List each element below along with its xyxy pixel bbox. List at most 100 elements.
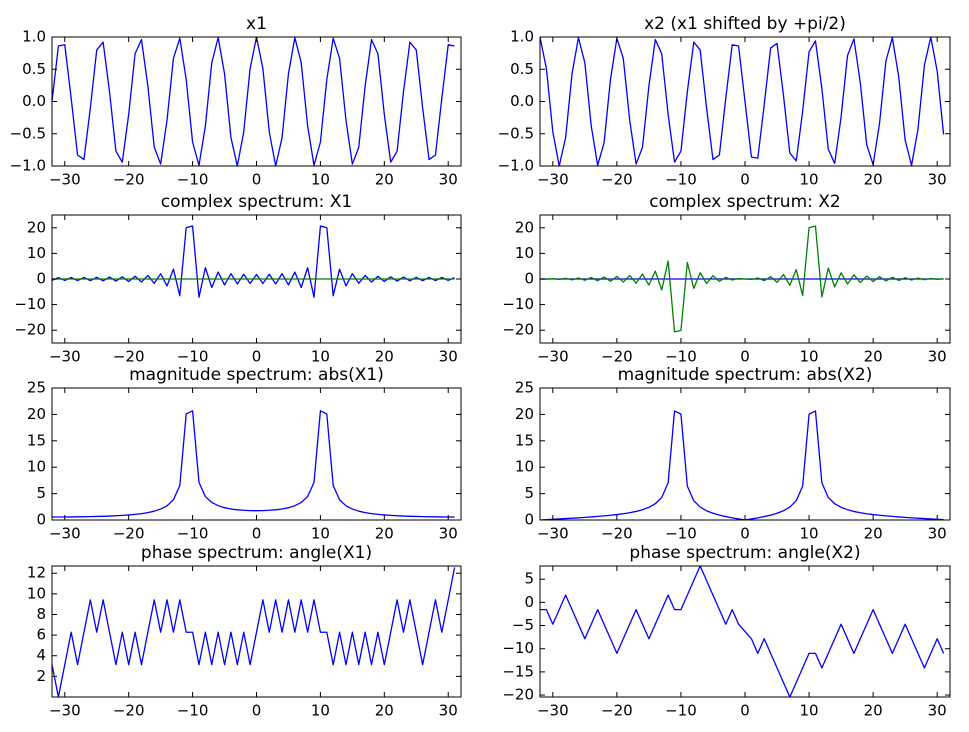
y-tick-label: 15	[27, 431, 46, 449]
x-tick-label: 30	[928, 171, 947, 189]
x-tick-label: 20	[375, 702, 394, 720]
chart-title: complex spectrum: X1	[161, 192, 352, 212]
x-tick-label: −10	[177, 525, 209, 543]
y-tick-label: 20	[27, 405, 46, 423]
data-line	[540, 410, 944, 520]
plot-area	[540, 37, 945, 166]
x-tick-label: 20	[864, 525, 883, 543]
x-tick-label: 0	[252, 525, 262, 543]
data-line	[52, 567, 456, 697]
y-tick-label: 0	[524, 593, 534, 611]
y-tick-label: 1.0	[22, 28, 46, 46]
x-tick-label: 20	[864, 702, 883, 720]
y-tick-label: 1.0	[510, 28, 534, 46]
data-line	[540, 37, 945, 166]
x-tick-label: 0	[740, 171, 750, 189]
data-line	[540, 225, 944, 333]
x-tick-label: 10	[800, 525, 819, 543]
plot-area	[52, 567, 456, 697]
x-tick-label: 30	[928, 525, 947, 543]
x-tick-label: −20	[113, 525, 145, 543]
x-tick-label: −20	[601, 171, 633, 189]
y-tick-label: −1.0	[498, 157, 534, 175]
chart-title: phase spectrum: angle(X1)	[141, 543, 372, 563]
y-tick-label: −20	[502, 686, 534, 704]
y-tick-label: 5	[524, 570, 534, 588]
plot-area	[540, 566, 945, 697]
y-tick-label: 10	[27, 458, 46, 476]
chart-title: magnitude spectrum: abs(X1)	[129, 365, 384, 385]
x-tick-label: 0	[740, 525, 750, 543]
x-tick-label: −30	[537, 348, 569, 366]
x-tick-label: −30	[49, 525, 81, 543]
y-tick-label: −20	[502, 321, 534, 339]
y-tick-label: 8	[36, 605, 46, 623]
plot-area	[540, 410, 944, 520]
x-tick-label: 0	[740, 702, 750, 720]
x-tick-label: −20	[601, 702, 633, 720]
plot-area	[52, 225, 455, 298]
data-line	[540, 566, 945, 697]
x-tick-label: 0	[252, 348, 262, 366]
y-tick-label: 20	[515, 218, 534, 236]
y-tick-label: −0.5	[498, 124, 534, 142]
y-tick-label: 12	[27, 564, 46, 582]
x-tick-label: 20	[375, 348, 394, 366]
x-tick-label: 20	[375, 171, 394, 189]
x-tick-label: 20	[864, 348, 883, 366]
data-line	[52, 410, 455, 518]
x-tick-label: −10	[665, 348, 697, 366]
y-tick-label: −0.5	[10, 124, 46, 142]
y-tick-label: −10	[14, 295, 46, 313]
x-tick-label: 20	[375, 525, 394, 543]
x-tick-label: 10	[800, 171, 819, 189]
chart-title: phase spectrum: angle(X2)	[629, 543, 860, 563]
y-tick-label: −15	[502, 662, 534, 680]
x-tick-label: 30	[928, 702, 947, 720]
y-tick-label: −5	[512, 616, 534, 634]
y-tick-label: 0.0	[510, 92, 534, 110]
x-tick-label: 30	[439, 171, 458, 189]
x-tick-label: 30	[439, 348, 458, 366]
x-tick-label: 0	[252, 171, 262, 189]
x-tick-label: −10	[177, 171, 209, 189]
y-tick-label: 10	[515, 458, 534, 476]
y-tick-label: 0	[36, 511, 46, 529]
x-tick-label: 0	[252, 702, 262, 720]
y-tick-label: 25	[27, 379, 46, 397]
y-tick-label: −10	[502, 639, 534, 657]
chart-title: x1	[246, 14, 267, 34]
x-tick-label: 30	[439, 702, 458, 720]
y-tick-label: 10	[515, 244, 534, 262]
y-tick-label: 0.5	[22, 60, 46, 78]
x-tick-label: 20	[864, 171, 883, 189]
x-tick-label: −30	[49, 171, 81, 189]
y-tick-label: 2	[36, 667, 46, 685]
x-tick-label: 0	[740, 348, 750, 366]
x-tick-label: 10	[800, 702, 819, 720]
x-tick-label: −10	[177, 348, 209, 366]
y-tick-label: 0	[524, 270, 534, 288]
plot-area	[540, 225, 944, 333]
x-tick-label: 10	[311, 348, 330, 366]
y-tick-label: 0	[36, 270, 46, 288]
x-tick-label: −30	[537, 525, 569, 543]
x-tick-label: 30	[928, 348, 947, 366]
chart-title: x2 (x1 shifted by +pi/2)	[644, 14, 846, 34]
x-tick-label: −10	[665, 525, 697, 543]
y-tick-label: −20	[14, 321, 46, 339]
x-tick-label: 10	[311, 171, 330, 189]
plot-area	[52, 410, 455, 518]
y-tick-label: 0.0	[22, 92, 46, 110]
plot-area	[52, 37, 455, 166]
y-tick-label: 6	[36, 626, 46, 644]
x-tick-label: −20	[113, 702, 145, 720]
y-tick-label: 5	[524, 484, 534, 502]
y-tick-label: −1.0	[10, 157, 46, 175]
y-tick-label: 0.5	[510, 60, 534, 78]
y-tick-label: 10	[27, 244, 46, 262]
y-tick-label: 20	[27, 218, 46, 236]
x-tick-label: −30	[537, 171, 569, 189]
x-tick-label: −20	[113, 348, 145, 366]
